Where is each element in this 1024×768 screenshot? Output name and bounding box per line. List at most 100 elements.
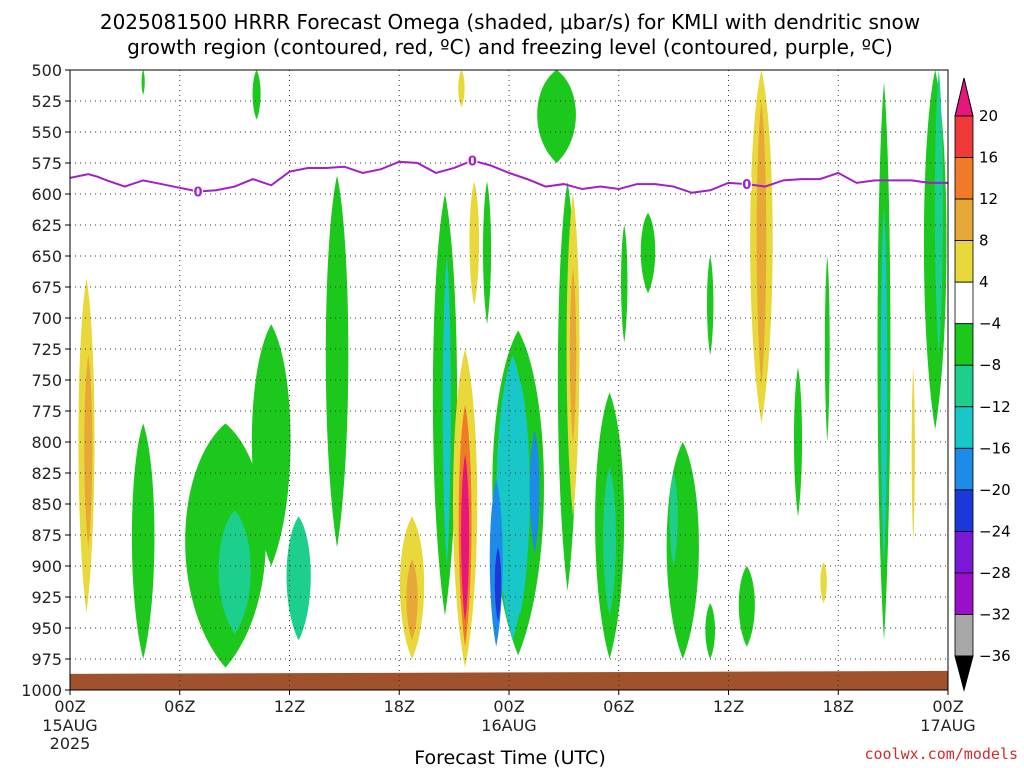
y-tick-label: 925 bbox=[31, 588, 62, 607]
omega-region bbox=[131, 423, 155, 659]
freezing-level-label: 0 bbox=[468, 155, 477, 170]
colorbar-bottom-arrow bbox=[954, 655, 974, 692]
y-tick-label: 550 bbox=[31, 123, 62, 142]
colorbar-box bbox=[954, 281, 974, 325]
y-tick-label: 650 bbox=[31, 247, 62, 266]
x-axis-ticks: 00Z 06Z 12Z 18Z 00Z 06Z 12Z 18Z 00Z15AUG202516AU… bbox=[42, 690, 976, 753]
y-tick-label: 600 bbox=[31, 185, 62, 204]
omega-region bbox=[880, 206, 888, 566]
omega-region bbox=[603, 466, 617, 616]
colorbar-box bbox=[954, 406, 974, 449]
omega-region bbox=[325, 175, 349, 548]
omega-region bbox=[406, 559, 418, 641]
x-tick-label: 00Z bbox=[932, 697, 963, 716]
omega-region bbox=[510, 380, 530, 616]
colorbar-label: −4 bbox=[979, 315, 1001, 333]
colorbar: 20 16 12 8 4 −4 −8 −12 −16 −20 −24 −28 −32 −36 bbox=[954, 77, 1011, 692]
colorbar-box bbox=[954, 530, 974, 574]
plot-area: 0 0 0 bbox=[69, 69, 949, 691]
x-date-label: 15AUG bbox=[42, 716, 97, 735]
y-tick-label: 675 bbox=[31, 278, 62, 297]
omega-region bbox=[756, 101, 767, 387]
colorbar-box bbox=[954, 198, 974, 242]
colorbar-label: −24 bbox=[979, 522, 1011, 540]
y-tick-label: 700 bbox=[31, 309, 62, 328]
freezing-level-label: 0 bbox=[742, 178, 751, 193]
omega-region bbox=[911, 367, 915, 542]
omega-region bbox=[705, 603, 716, 659]
omega-region bbox=[494, 547, 502, 622]
omega-region bbox=[461, 454, 470, 622]
y-tick-label: 775 bbox=[31, 402, 62, 421]
x-tick-label: 12Z bbox=[713, 697, 744, 716]
y-tick-label: 900 bbox=[31, 557, 62, 576]
chart-title-line-1: 2025081500 HRRR Forecast Omega (shaded, … bbox=[100, 10, 920, 34]
omega-region bbox=[442, 256, 451, 566]
colorbar-label: 8 bbox=[979, 232, 989, 250]
omega-region bbox=[469, 181, 480, 306]
omega-region bbox=[738, 566, 755, 647]
grid-lines bbox=[70, 70, 948, 690]
x-tick-label: 18Z bbox=[823, 697, 854, 716]
omega-region bbox=[793, 367, 803, 517]
freezing-level-label: 0 bbox=[194, 186, 203, 201]
omega-region bbox=[569, 268, 577, 442]
y-axis-ticks: 500 525 550 575 600 625 650 675 700 725 750 775 800 8… bbox=[21, 61, 70, 700]
x-tick-label: 12Z bbox=[274, 697, 305, 716]
omega-region bbox=[621, 225, 628, 343]
freezing-label-bg bbox=[193, 184, 204, 199]
y-tick-label: 625 bbox=[31, 216, 62, 235]
omega-region bbox=[218, 510, 251, 635]
omega-region bbox=[84, 355, 93, 548]
omega-region bbox=[934, 70, 943, 356]
colorbar-label: −36 bbox=[979, 647, 1011, 665]
y-tick-label: 1000 bbox=[21, 681, 62, 700]
colorbar-label: 4 bbox=[979, 273, 989, 291]
y-tick-label: 825 bbox=[31, 464, 62, 483]
chart-title-line-2: growth region (contoured, red, ºC) and f… bbox=[127, 35, 893, 59]
omega-region bbox=[483, 181, 492, 325]
x-tick-label: 00Z bbox=[54, 697, 85, 716]
colorbar-box bbox=[954, 489, 974, 532]
omega-region bbox=[669, 473, 678, 566]
x-tick-label: 00Z bbox=[493, 697, 524, 716]
colorbar-label: 12 bbox=[979, 190, 998, 208]
omega-region bbox=[537, 70, 576, 163]
y-tick-label: 725 bbox=[31, 340, 62, 359]
freezing-level-labels: 0 0 0 bbox=[193, 153, 752, 201]
colorbar-box bbox=[954, 240, 974, 283]
y-tick-label: 950 bbox=[31, 619, 62, 638]
omega-region bbox=[706, 256, 714, 356]
omega-region bbox=[824, 256, 830, 442]
x-date-label: 2025 bbox=[50, 734, 91, 753]
omega-region bbox=[252, 70, 261, 120]
x-tick-label: 06Z bbox=[603, 697, 634, 716]
omega-region bbox=[820, 562, 827, 604]
colorbar-box bbox=[954, 157, 974, 200]
colorbar-label: −16 bbox=[979, 439, 1011, 457]
credit-text: coolwx.com/models bbox=[864, 745, 1018, 763]
colorbar-label: −32 bbox=[979, 605, 1011, 623]
colorbar-label: −28 bbox=[979, 564, 1011, 582]
colorbar-box bbox=[954, 614, 974, 657]
y-tick-label: 975 bbox=[31, 650, 62, 669]
omega-region bbox=[529, 429, 540, 554]
omega-region bbox=[640, 212, 656, 294]
omega-region bbox=[251, 324, 291, 566]
y-tick-label: 525 bbox=[31, 92, 62, 111]
y-tick-label: 750 bbox=[31, 371, 62, 390]
y-tick-label: 575 bbox=[31, 154, 62, 173]
colorbar-label: 20 bbox=[979, 107, 998, 125]
colorbar-box bbox=[954, 323, 974, 366]
y-tick-label: 500 bbox=[31, 61, 62, 80]
x-tick-label: 18Z bbox=[384, 697, 415, 716]
colorbar-label: −20 bbox=[979, 481, 1011, 499]
x-date-label: 16AUG bbox=[481, 716, 536, 735]
freezing-label-bg bbox=[467, 153, 478, 168]
x-axis-label: Forecast Time (UTC) bbox=[414, 747, 605, 768]
colorbar-box bbox=[954, 115, 974, 158]
omega-shading bbox=[78, 70, 947, 668]
omega-region bbox=[458, 70, 465, 108]
y-tick-label: 875 bbox=[31, 526, 62, 545]
